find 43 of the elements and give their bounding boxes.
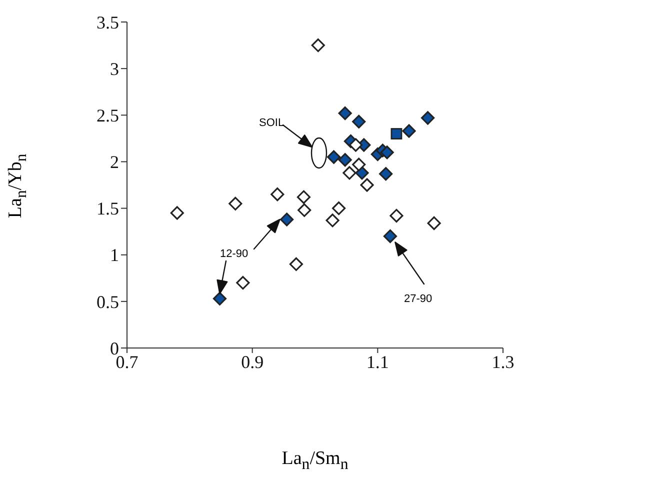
point — [390, 128, 402, 140]
point — [270, 188, 284, 202]
x-tick-label: 0.9 — [241, 352, 264, 372]
annotation: 27-90 — [404, 293, 432, 305]
x-tick-label: 1.1 — [366, 352, 389, 372]
point — [421, 111, 435, 125]
y-tick-label: 1 — [110, 245, 119, 266]
point — [326, 214, 340, 228]
y-tick-label: 2 — [110, 152, 119, 172]
point — [170, 206, 184, 220]
point — [327, 150, 341, 164]
point — [427, 216, 441, 230]
point — [289, 257, 303, 271]
point — [355, 166, 369, 180]
point — [360, 178, 374, 192]
point — [379, 167, 393, 181]
point — [338, 153, 352, 167]
point — [352, 114, 366, 128]
x-tick-label: 1.3 — [492, 352, 514, 372]
point — [298, 203, 312, 217]
annotation: SOIL — [259, 117, 284, 129]
point — [338, 106, 352, 120]
y-tick-label: 3 — [110, 58, 119, 79]
point — [311, 38, 325, 52]
point — [342, 166, 356, 180]
y-tick-label: 0.5 — [96, 292, 119, 312]
point — [280, 212, 294, 226]
point — [296, 190, 311, 204]
point — [212, 292, 227, 306]
y-tick-label: 1.5 — [96, 198, 119, 219]
point — [332, 201, 346, 216]
annotation: 12-90 — [220, 248, 248, 260]
point — [402, 124, 416, 138]
point — [348, 138, 363, 152]
point — [380, 146, 394, 160]
y-tick-label: 3.5 — [96, 12, 119, 32]
point — [352, 158, 366, 172]
x-axis-title: La$_{n}$/Sm$_{n}$ — [280, 448, 350, 474]
point — [383, 229, 397, 244]
point — [236, 276, 250, 290]
point — [390, 208, 404, 223]
point — [228, 196, 242, 210]
y-tick-label: 2.5 — [96, 106, 119, 126]
